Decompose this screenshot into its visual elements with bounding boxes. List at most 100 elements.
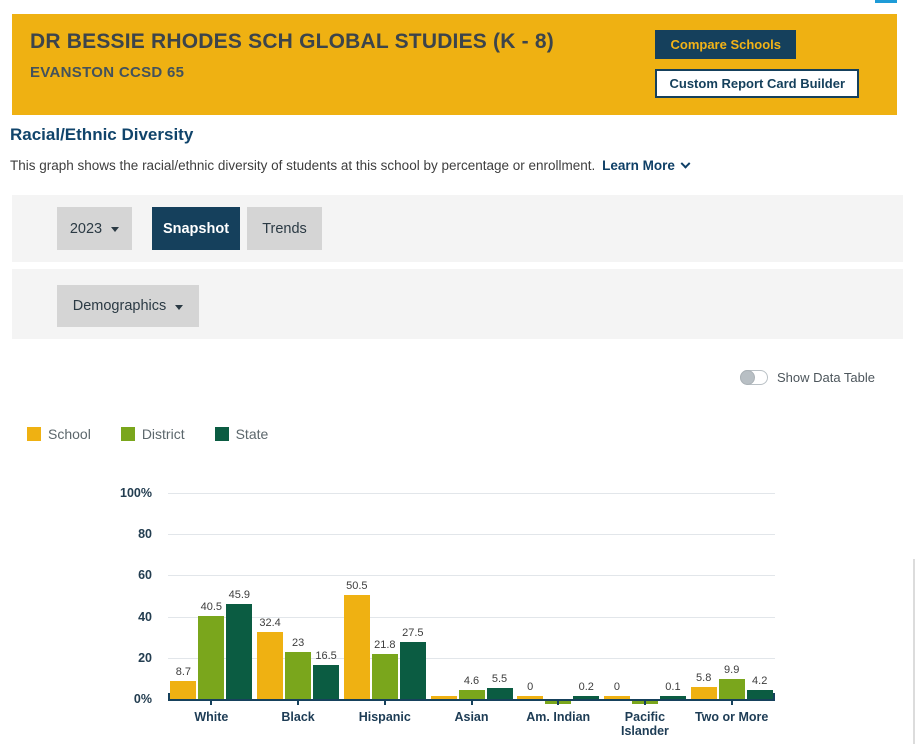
state-bar-two-or-more[interactable]	[746, 690, 773, 699]
bar-column: 4.2	[746, 675, 773, 699]
filter-bar-year-view: 2023 Snapshot Trends	[12, 195, 903, 262]
x-axis-tick	[643, 701, 646, 705]
dropdown-arrow-icon	[111, 227, 120, 232]
filter-bar-category: Demographics	[12, 269, 903, 339]
gridline	[168, 616, 775, 618]
school-bar-am-indian[interactable]	[517, 696, 544, 699]
bar-value-label: 9.9	[724, 664, 740, 676]
school-bar-pacific-islander[interactable]	[603, 696, 630, 699]
school-bar-asian[interactable]	[430, 696, 457, 699]
bar-group-pacific-islander: 0 0.1	[602, 495, 689, 705]
school-bar-white[interactable]	[170, 681, 197, 699]
axis-corner-tick	[773, 693, 775, 699]
bar-column: 21.8	[371, 639, 398, 699]
y-axis-labels: 0% 20 40 60 80 100%	[110, 486, 160, 706]
x-axis-category-label: Am. Indian	[526, 710, 591, 724]
x-axis-category-label: Black	[281, 710, 315, 724]
school-bar-hispanic[interactable]	[343, 595, 370, 699]
legend-item-school[interactable]: School	[27, 426, 91, 442]
gridline	[168, 534, 775, 536]
bar-column: 23	[285, 637, 312, 699]
bar-value-label: 40.5	[200, 601, 223, 613]
bar-value-label: 27.5	[402, 627, 424, 639]
demographics-dropdown[interactable]: Demographics	[57, 285, 199, 327]
legend-item-state[interactable]: State	[214, 426, 268, 442]
year-dropdown[interactable]: 2023	[57, 207, 132, 250]
bar-value-label: 16.5	[315, 650, 337, 662]
district-bar-white[interactable]	[198, 616, 225, 699]
bar-group-hispanic: 50.5 21.8 27.5	[341, 495, 428, 705]
bar-group-asian: 4.6 5.5	[428, 495, 515, 705]
bar-column: 50.5	[343, 580, 370, 699]
bar-value-label: 4.6	[463, 675, 480, 687]
x-axis-labels: White Black Hispanic Asian Am. Indian Pacific…	[168, 710, 775, 739]
bar-column: 0	[603, 681, 630, 699]
toggle-knob	[739, 370, 755, 385]
custom-report-card-builder-button[interactable]: Custom Report Card Builder	[655, 69, 859, 98]
x-axis-category-label: Hispanic	[358, 710, 411, 724]
bar-column: 8.7	[170, 666, 197, 699]
legend-item-district[interactable]: District	[120, 426, 185, 442]
x-axis-tick	[297, 701, 300, 705]
chart-legend: School District State	[27, 426, 915, 442]
district-name: EVANSTON CCSD 65	[30, 64, 185, 81]
y-axis-tick-label: 60	[138, 568, 152, 583]
dropdown-arrow-icon	[175, 304, 184, 310]
bar-column: 0.2	[573, 681, 600, 699]
x-axis-tick	[383, 701, 386, 705]
bar-group-two-or-more: 5.8 9.9 4.2	[688, 495, 775, 705]
page-title: Racial/Ethnic Diversity	[10, 125, 194, 144]
data-table-toggle-row: Show Data Table	[0, 370, 915, 385]
school-bar-two-or-more[interactable]	[690, 687, 717, 699]
bar-value-label: 5.5	[491, 673, 508, 685]
gridline	[168, 657, 775, 659]
school-bar-black[interactable]	[257, 632, 284, 699]
bar-column: 5.5	[486, 673, 513, 699]
bar-value-label: 8.7	[175, 666, 191, 678]
state-bar-white[interactable]	[226, 604, 253, 699]
state-bar-black[interactable]	[313, 665, 340, 699]
chevron-down-icon	[680, 158, 691, 169]
bar-group-black: 32.4 23 16.5	[255, 495, 342, 705]
bar-value-label: 21.8	[374, 639, 396, 651]
y-axis-tick-label: 0%	[133, 692, 152, 706]
show-data-table-toggle[interactable]	[739, 370, 768, 385]
bar-column	[545, 681, 572, 704]
compare-schools-button[interactable]: Compare Schools	[655, 30, 797, 59]
bar-value-label: 45.9	[228, 589, 251, 601]
x-axis-tick	[730, 701, 733, 705]
y-axis-tick-label: 100%	[120, 486, 152, 500]
bar-column	[430, 681, 457, 699]
x-axis-category-label: Pacific Islander	[620, 710, 669, 739]
bar-column: 0	[517, 681, 544, 699]
learn-more-link[interactable]: Learn More	[602, 158, 691, 173]
bar-value-label: 23	[291, 637, 305, 649]
bar-column: 5.8	[690, 672, 717, 699]
tab-snapshot[interactable]: Snapshot	[152, 207, 240, 250]
x-axis-category-label: Asian	[454, 710, 489, 724]
bar-column: 4.6	[458, 675, 485, 699]
bar-value-label: 5.8	[696, 672, 712, 684]
state-bar-am-indian[interactable]	[573, 696, 600, 699]
bar-column: 9.9	[718, 664, 745, 699]
tab-trends[interactable]: Trends	[247, 207, 322, 250]
legend-swatch	[214, 427, 229, 441]
legend-swatch	[120, 427, 135, 441]
scrollbar-hint	[913, 559, 915, 744]
district-bar-hispanic[interactable]	[371, 654, 398, 699]
axis-corner-tick	[168, 693, 170, 699]
district-bar-asian[interactable]	[458, 690, 485, 699]
bar-value-label: 32.4	[259, 617, 281, 629]
top-accent-bar	[875, 0, 897, 3]
x-axis-tick	[470, 701, 473, 705]
gridline	[168, 493, 775, 494]
district-bar-black[interactable]	[285, 652, 312, 699]
x-axis-category-label: White	[194, 710, 229, 724]
bar-value-label: 0.2	[578, 681, 594, 693]
district-bar-two-or-more[interactable]	[718, 679, 745, 699]
bar-value-label: 0	[613, 681, 621, 693]
gridline	[168, 575, 775, 577]
state-bar-pacific-islander[interactable]	[659, 696, 686, 699]
state-bar-asian[interactable]	[486, 688, 513, 699]
state-bar-hispanic[interactable]	[399, 642, 426, 699]
